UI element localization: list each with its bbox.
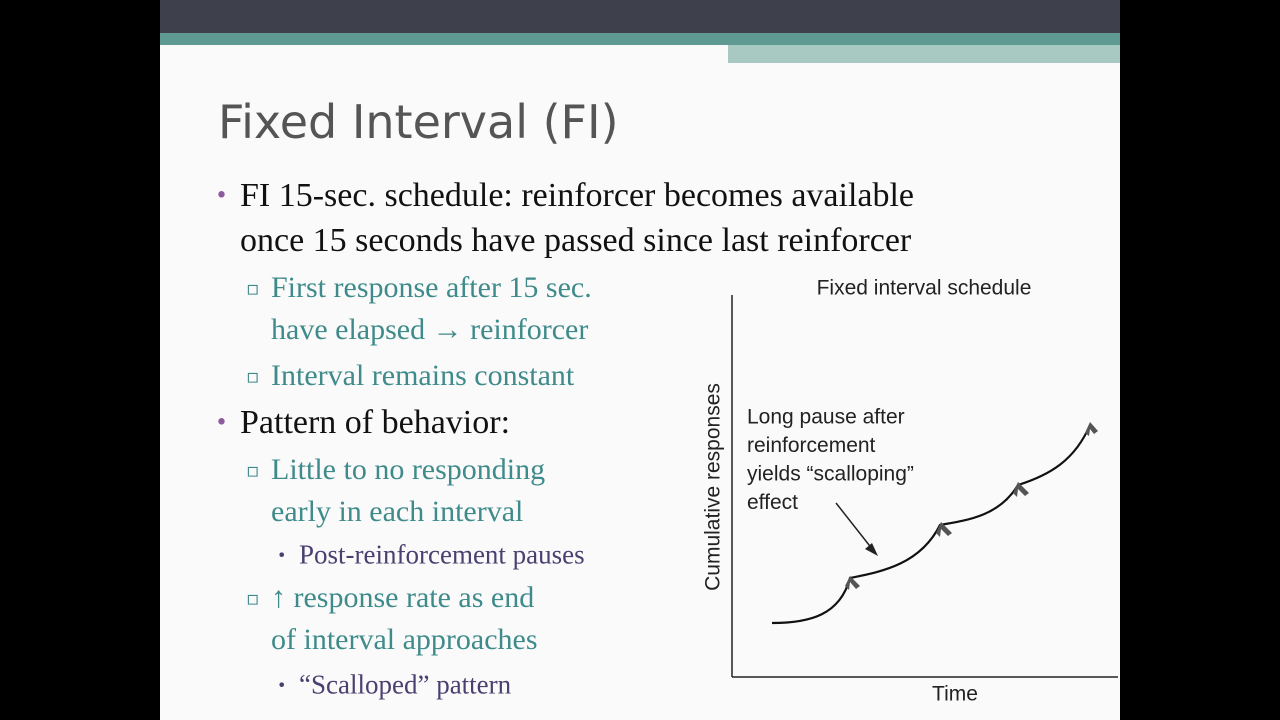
bullet-marker: • [215, 410, 228, 436]
x-axis-label: Time [932, 683, 978, 706]
top-stripe [160, 33, 1120, 45]
slide-title: Fixed Interval (FI) [218, 95, 619, 149]
bullet-text: ↑ response rate as end [271, 581, 535, 614]
bullet-marker: • [277, 675, 287, 695]
reinforcer-mark [845, 576, 860, 590]
bullet-text: of interval approaches [271, 623, 538, 656]
bullet-text: Little to no responding [271, 453, 546, 486]
y-axis-label: Cumulative responses [702, 383, 725, 591]
annotation: Long pause after reinforcement yields “sca… [747, 406, 914, 515]
slide: Fixed Interval (FI) • FI 15-sec. schedule… [160, 0, 1120, 720]
bullet-marker: ▫ [246, 276, 260, 300]
figure-title: Fixed interval schedule [817, 277, 1032, 300]
bullet-text: once 15 seconds have passed since last r… [240, 222, 912, 259]
bullet-text: First response after 15 sec. [271, 271, 592, 304]
bullet-marker: ▫ [246, 458, 260, 482]
annotation-line: effect [747, 491, 798, 514]
reinforcer-mark [1085, 422, 1098, 436]
bullet-text: Pattern of behavior: [240, 404, 511, 441]
bullet-marker: • [277, 545, 287, 565]
annotation-line: yields “scalloping” [747, 463, 914, 486]
bullet-text: Interval remains constant [271, 359, 575, 392]
annotation-arrow [835, 502, 874, 551]
reinforcer-mark [1013, 482, 1029, 497]
top-bar [160, 0, 1120, 33]
bullet-marker: ▫ [246, 364, 260, 388]
annotation-arrowhead [865, 543, 878, 556]
annotation-line: reinforcement [747, 434, 876, 457]
bullet-marker: • [215, 183, 228, 209]
bullet-text: FI 15-sec. schedule: reinforcer becomes … [240, 177, 915, 214]
bullet-text: early in each interval [271, 495, 524, 528]
annotation-line: Long pause after [747, 406, 905, 429]
bullet-marker: ▫ [246, 586, 260, 610]
bullet-text: Post-reinforcement pauses [299, 539, 585, 570]
figure: Fixed interval schedule Cumulative respo… [702, 277, 1118, 706]
top-stripe-light [728, 45, 1120, 63]
bullet-text: have elapsed → reinforcer [271, 313, 589, 346]
reinforcer-marks [845, 422, 1098, 590]
reinforcer-mark [936, 522, 952, 537]
bullet-text: “Scalloped” pattern [299, 669, 512, 700]
